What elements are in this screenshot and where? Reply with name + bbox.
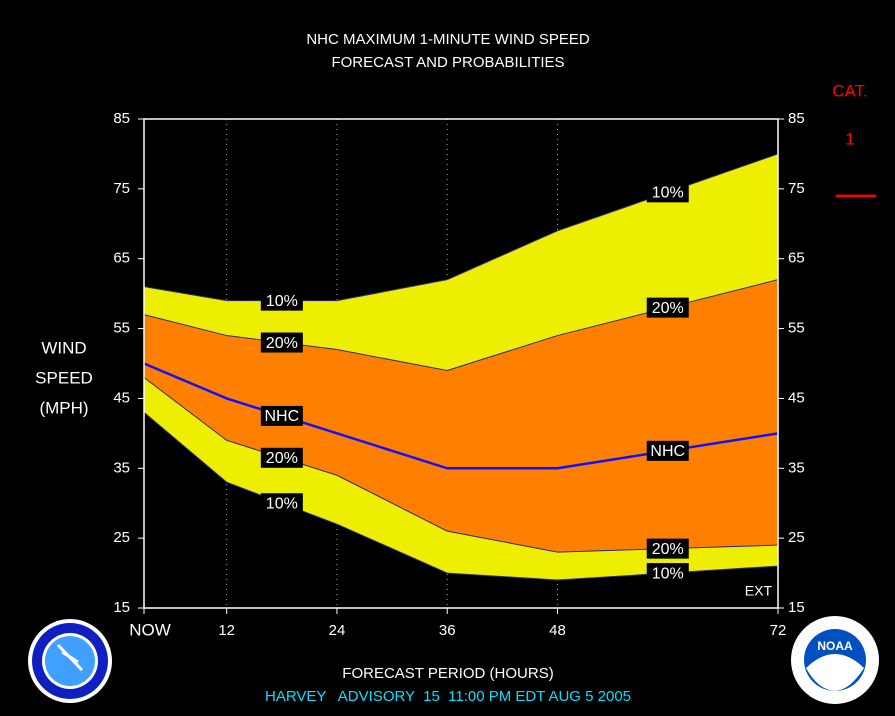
y-tick-label: 85 [113, 110, 130, 127]
chart-subtitle: FORECAST AND PROBABILITIES [331, 54, 564, 71]
category-label: CAT. [832, 81, 868, 100]
series-line [143, 377, 779, 553]
note: EXT [745, 583, 773, 599]
series-label-box [260, 405, 303, 426]
category-name: 1 [845, 129, 854, 148]
series-label: NHC [260, 405, 303, 426]
series-label-text: 10% [652, 185, 684, 202]
x-tick-label: NOW [129, 620, 171, 639]
y-tick-label: 15 [788, 599, 805, 616]
series-label-box [260, 332, 303, 353]
series-label-text: 20% [266, 335, 298, 352]
x-tick-label: 12 [218, 622, 235, 639]
y-tick-label: 45 [788, 389, 805, 406]
series-line [143, 412, 779, 581]
series-label-box [260, 447, 303, 468]
noaa-logo: NOAA [791, 616, 879, 704]
plot-frame [143, 118, 779, 609]
series-label: 20% [646, 538, 689, 559]
series-label-text: 20% [266, 450, 298, 467]
series-label-box [646, 440, 689, 461]
y-tick-label: 25 [788, 529, 805, 546]
x-tick-label: 72 [770, 622, 787, 639]
y-tick-label: 75 [113, 180, 130, 197]
series-label: 10% [646, 182, 689, 203]
y-tick-label: 65 [113, 250, 130, 267]
series-label-text: 10% [266, 495, 298, 512]
series-label: 10% [260, 493, 303, 514]
y-tick-label: 75 [788, 180, 805, 197]
x-axis-label: FORECAST PERIOD (HOURS) [342, 665, 553, 682]
y-tick-label: 35 [113, 459, 130, 476]
y-tick-label: 55 [113, 320, 130, 337]
series-label-text: 20% [652, 300, 684, 317]
x-tick-label: 36 [439, 622, 456, 639]
series-label-text: 20% [652, 541, 684, 558]
series-label-box [260, 493, 303, 514]
series-label: NHC [646, 440, 689, 461]
x-tick-label: 24 [329, 622, 346, 639]
y-tick-label: 85 [788, 110, 805, 127]
series-label-text: 10% [652, 565, 684, 582]
y-tick-label: 35 [788, 459, 805, 476]
series-line [143, 362, 779, 470]
series-label: 10% [646, 563, 689, 584]
series-label-box [646, 538, 689, 559]
chart-title: NHC MAXIMUM 1-MINUTE WIND SPEED [306, 31, 590, 48]
y-axis-label: (MPH) [39, 398, 88, 417]
y-tick-label: 65 [788, 250, 805, 267]
series-label-text: 10% [266, 293, 298, 310]
svg-text:NOAA: NOAA [817, 639, 853, 653]
series-line [143, 279, 779, 372]
y-axis-label: WIND [41, 338, 86, 357]
series-label-box [646, 297, 689, 318]
series-line [143, 153, 779, 302]
series-label: 10% [260, 290, 303, 311]
y-axis-label: SPEED [35, 368, 93, 387]
x-tick-label: 48 [549, 622, 566, 639]
y-tick-label: 15 [113, 599, 130, 616]
series-label-text: NHC [650, 443, 685, 460]
series-label: 20% [260, 332, 303, 353]
series-label-text: NHC [264, 408, 299, 425]
series-label-box [646, 563, 689, 584]
series-label: 20% [260, 447, 303, 468]
y-tick-label: 55 [788, 320, 805, 337]
series-label-box [260, 290, 303, 311]
y-tick-label: 45 [113, 389, 130, 406]
series-label-box [646, 182, 689, 203]
series-label: 20% [646, 297, 689, 318]
footer: HARVEY ADVISORY 15 11:00 PM EDT AUG 5 20… [265, 688, 631, 705]
nws-logo [28, 619, 112, 703]
y-tick-label: 25 [113, 529, 130, 546]
